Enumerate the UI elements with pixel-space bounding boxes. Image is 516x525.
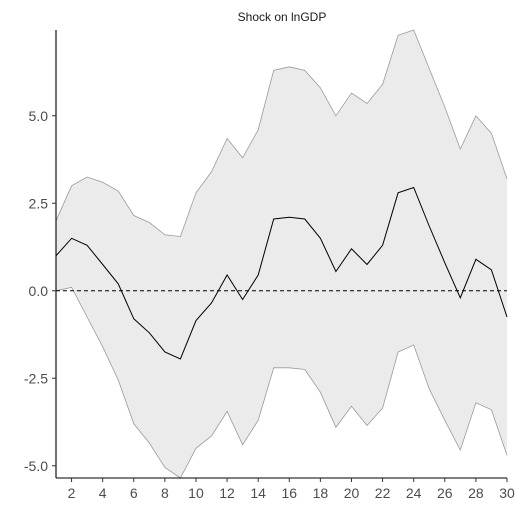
chart-title: Shock on lnGDP (238, 10, 327, 24)
x-tick-label: 4 (99, 485, 107, 501)
y-tick-label: -5.0 (24, 458, 48, 474)
x-tick-label: 8 (161, 485, 169, 501)
y-axis-ticks: -5.0 -2.5 0.0 2.5 5.0 (24, 108, 56, 474)
x-tick-label: 28 (468, 485, 484, 501)
response-line-layer (55, 186, 508, 360)
confidence-band-layer (55, 29, 508, 479)
x-axis-ticks: 2 4 6 8 10 12 14 16 18 20 22 24 26 28 30 (68, 478, 515, 501)
y-tick-label: 2.5 (29, 195, 49, 211)
x-tick-label: 2 (68, 485, 76, 501)
x-tick-label: 10 (188, 485, 204, 501)
x-tick-label: 12 (219, 485, 235, 501)
lower-bound-line (55, 286, 508, 479)
x-tick-label: 18 (313, 485, 329, 501)
x-tick-label: 6 (130, 485, 138, 501)
confidence-band-area (56, 30, 507, 478)
y-tick-label: 0.0 (29, 283, 49, 299)
x-tick-label: 24 (406, 485, 422, 501)
x-tick-label: 26 (437, 485, 453, 501)
x-tick-label: 16 (281, 485, 297, 501)
upper-bound-line (55, 29, 508, 237)
y-tick-label: -2.5 (24, 370, 48, 386)
x-tick-label: 22 (375, 485, 391, 501)
axes (55, 30, 507, 479)
y-tick-label: 5.0 (29, 108, 49, 124)
x-tick-label: 14 (250, 485, 266, 501)
x-tick-label: 20 (344, 485, 360, 501)
x-tick-label: 30 (499, 485, 515, 501)
response-line (55, 186, 508, 360)
